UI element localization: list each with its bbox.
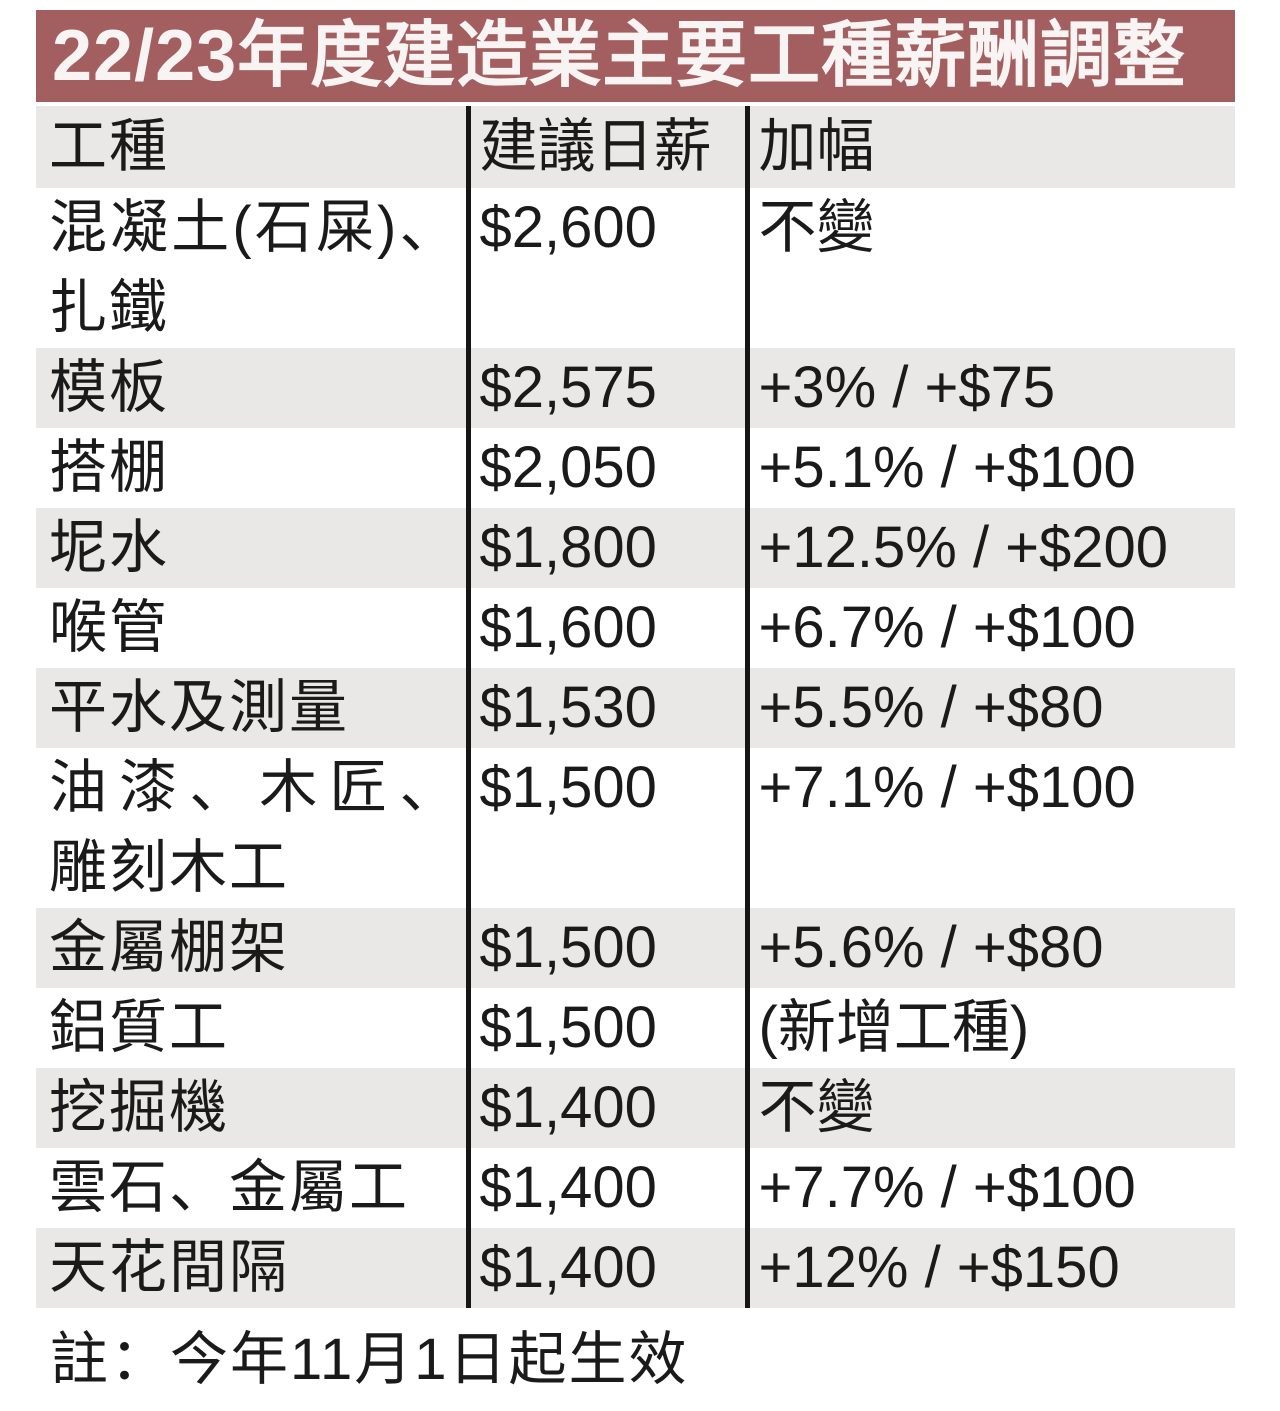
cell-trade: 喉管 <box>49 595 170 660</box>
cell-wage: $1,500 <box>465 988 747 1068</box>
cell-change: +12% / +$150 <box>744 1228 1235 1308</box>
cell-wage: $1,400 <box>465 1068 747 1148</box>
cell-change: +5.5% / +$80 <box>744 668 1235 748</box>
cell-wage: $1,600 <box>465 588 747 668</box>
cell-change: +6.7% / +$100 <box>744 588 1235 668</box>
cell-change: 不變 <box>744 1068 1235 1148</box>
cell-wage: $2,575 <box>465 348 747 428</box>
cell-trade: 雲石、金屬工 <box>49 1155 410 1220</box>
cell-wage: $2,600 <box>465 188 747 348</box>
title-bar: 22/23年度建造業主要工種薪酬調整 <box>36 10 1235 102</box>
cell-wage: $2,050 <box>465 428 747 508</box>
table-row: 天花間隔 $1,400 +12% / +$150 <box>36 1228 1235 1308</box>
cell-trade: 混凝土(石屎)、扎鐵 <box>49 195 460 340</box>
cell-trade: 天花間隔 <box>49 1235 290 1300</box>
cell-wage: $1,400 <box>465 1228 747 1308</box>
wage-table: 工種 建議日薪 加幅 混凝土(石屎)、扎鐵 $2,600 不變 模板 $2,575 +3%… <box>36 106 1235 1308</box>
table-row: 鋁質工 $1,500 (新增工種) <box>36 988 1235 1068</box>
table-row: 金屬棚架 $1,500 +5.6% / +$80 <box>36 908 1235 988</box>
cell-change: 不變 <box>744 188 1235 348</box>
table-header-row: 工種 建議日薪 加幅 <box>36 106 1235 188</box>
table-row: 油漆、木匠、雕刻木工 $1,500 +7.1% / +$100 <box>36 748 1235 908</box>
cell-trade: 搭棚 <box>49 435 170 500</box>
cell-change: +5.1% / +$100 <box>744 428 1235 508</box>
table-row: 雲石、金屬工 $1,400 +7.7% / +$100 <box>36 1148 1235 1228</box>
cell-trade: 坭水 <box>49 515 170 580</box>
cell-trade: 模板 <box>49 355 170 420</box>
table-row: 搭棚 $2,050 +5.1% / +$100 <box>36 428 1235 508</box>
cell-trade: 挖掘機 <box>49 1075 230 1140</box>
cell-wage: $1,400 <box>465 1148 747 1228</box>
page-title: 22/23年度建造業主要工種薪酬調整 <box>52 16 1187 96</box>
cell-wage: $1,500 <box>465 748 747 908</box>
cell-trade: 鋁質工 <box>49 995 230 1060</box>
cell-change: +12.5% / +$200 <box>744 508 1235 588</box>
column-header-change: 加幅 <box>744 106 1235 188</box>
table-row: 坭水 $1,800 +12.5% / +$200 <box>36 508 1235 588</box>
infographic: 22/23年度建造業主要工種薪酬調整 工種 建議日薪 加幅 混凝土(石屎)、扎鐵… <box>36 10 1235 1400</box>
column-header-trade: 工種 <box>36 106 468 188</box>
cell-wage: $1,500 <box>465 908 747 988</box>
column-header-wage: 建議日薪 <box>465 106 747 188</box>
cell-trade: 平水及測量 <box>49 675 350 740</box>
table-row: 平水及測量 $1,530 +5.5% / +$80 <box>36 668 1235 748</box>
cell-trade: 油漆、木匠、雕刻木工 <box>49 755 460 900</box>
cell-change: +5.6% / +$80 <box>744 908 1235 988</box>
table-row: 挖掘機 $1,400 不變 <box>36 1068 1235 1148</box>
cell-change: +7.1% / +$100 <box>744 748 1235 908</box>
cell-change: (新增工種) <box>744 988 1235 1068</box>
cell-change: +7.7% / +$100 <box>744 1148 1235 1228</box>
table-row: 喉管 $1,600 +6.7% / +$100 <box>36 588 1235 668</box>
cell-wage: $1,800 <box>465 508 747 588</box>
footnote: 註：今年11月1日起生效 <box>50 1327 689 1392</box>
cell-wage: $1,530 <box>465 668 747 748</box>
cell-trade: 金屬棚架 <box>49 915 290 980</box>
table-row: 模板 $2,575 +3% / +$75 <box>36 348 1235 428</box>
table-row: 混凝土(石屎)、扎鐵 $2,600 不變 <box>36 188 1235 348</box>
cell-change: +3% / +$75 <box>744 348 1235 428</box>
